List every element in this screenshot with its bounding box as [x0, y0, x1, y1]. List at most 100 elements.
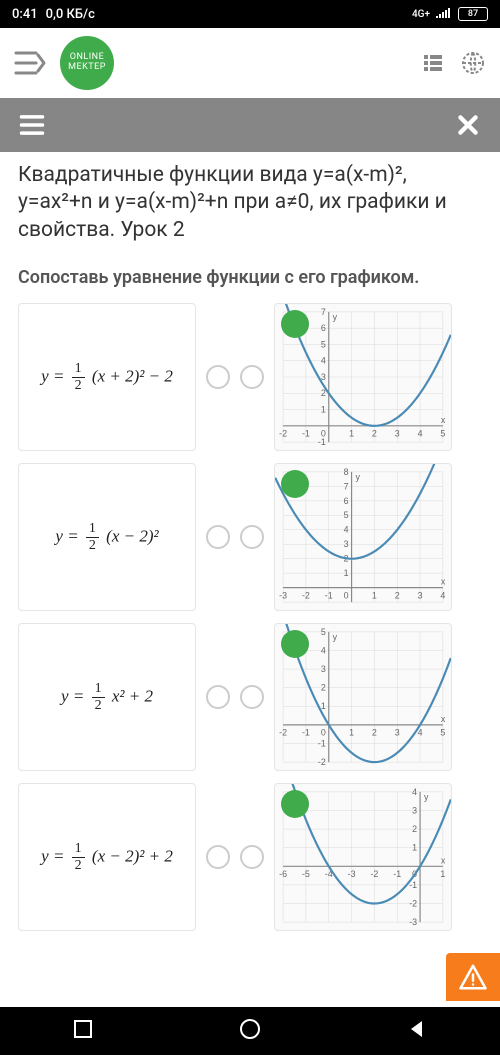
svg-text:-1: -1 [393, 869, 401, 879]
svg-text:5: 5 [321, 627, 326, 637]
svg-text:1: 1 [321, 405, 326, 415]
match-radio-right[interactable] [240, 685, 264, 709]
logo-line2: MEKTEP [68, 63, 106, 73]
svg-text:7: 7 [344, 482, 349, 492]
equation-card-3[interactable]: y = 12 x² + 2 [18, 623, 196, 771]
close-icon[interactable] [450, 107, 486, 143]
svg-text:-2: -2 [279, 728, 287, 738]
svg-text:2: 2 [412, 824, 417, 834]
svg-text:1: 1 [412, 843, 417, 853]
svg-text:5: 5 [321, 340, 326, 350]
svg-text:-1: -1 [302, 728, 310, 738]
match-radio-right[interactable] [240, 365, 264, 389]
svg-text:0: 0 [344, 591, 349, 601]
svg-text:8: 8 [344, 467, 349, 477]
android-nav-bar [0, 1007, 500, 1055]
match-row: y = 12 (x + 2)² − 2 xy-2-112345-11234567… [18, 303, 482, 451]
menu-toggle-icon[interactable] [14, 49, 46, 77]
equation-card-1[interactable]: y = 12 (x + 2)² − 2 [18, 303, 196, 451]
svg-text:3: 3 [418, 591, 423, 601]
svg-text:-3: -3 [409, 917, 417, 927]
globe-icon[interactable] [460, 50, 486, 76]
match-row: y = 12 (x − 2)² + 2 xy-6-5-4-3-2-11-3-2-… [18, 783, 482, 931]
svg-text:-2: -2 [279, 429, 287, 439]
svg-text:3: 3 [395, 429, 400, 439]
nav-back-icon[interactable] [407, 1019, 427, 1043]
svg-text:1: 1 [321, 702, 326, 712]
svg-text:x: x [441, 856, 446, 866]
svg-text:1: 1 [349, 429, 354, 439]
svg-text:4: 4 [440, 591, 445, 601]
equation-card-2[interactable]: y = 12 (x − 2)² [18, 463, 196, 611]
hamburger-icon[interactable] [14, 107, 50, 143]
graph-card-2[interactable]: xy-3-2-11234123456780 [274, 463, 452, 611]
top-nav: ONLINE MEKTEP [0, 28, 500, 98]
svg-text:-5: -5 [302, 869, 310, 879]
graph-card-4[interactable]: xy-6-5-4-3-2-11-3-2-112340 [274, 783, 452, 931]
svg-text:3: 3 [321, 664, 326, 674]
svg-text:-2: -2 [302, 591, 310, 601]
svg-text:3: 3 [395, 728, 400, 738]
match-radio-left[interactable] [206, 525, 230, 549]
nav-home-icon[interactable] [239, 1018, 261, 1044]
match-radio-right[interactable] [240, 845, 264, 869]
match-radio-left[interactable] [206, 365, 230, 389]
svg-text:x: x [441, 577, 446, 587]
svg-text:-6: -6 [279, 869, 287, 879]
lesson-title: Квадратичные функции вида y=a(x-m)², y=a… [18, 162, 482, 244]
graph-card-1[interactable]: xy-2-112345-112345670 [274, 303, 452, 451]
svg-text:6: 6 [321, 323, 326, 333]
svg-text:0: 0 [321, 728, 326, 738]
warning-button[interactable] [446, 953, 500, 1001]
svg-text:5: 5 [344, 511, 349, 521]
svg-text:-3: -3 [279, 591, 287, 601]
svg-text:4: 4 [412, 787, 417, 797]
svg-text:-2: -2 [409, 899, 417, 909]
svg-text:-1: -1 [302, 429, 310, 439]
status-data-rate: 0,0 КБ/с [46, 7, 95, 22]
svg-text:4: 4 [344, 525, 349, 535]
list-icon[interactable] [420, 50, 446, 76]
svg-text:2: 2 [372, 728, 377, 738]
match-radio-right[interactable] [240, 525, 264, 549]
equation-card-4[interactable]: y = 12 (x − 2)² + 2 [18, 783, 196, 931]
svg-text:5: 5 [440, 429, 445, 439]
signal-icon [436, 6, 452, 22]
svg-text:y: y [424, 792, 429, 802]
svg-text:1: 1 [344, 568, 349, 578]
svg-text:-2: -2 [370, 869, 378, 879]
svg-text:0: 0 [321, 429, 326, 439]
svg-text:1: 1 [372, 591, 377, 601]
lesson-content: Квадратичные функции вида y=a(x-m)², y=a… [0, 152, 500, 953]
svg-text:x: x [441, 415, 446, 425]
task-subtitle: Сопоставь уравнение функции с его график… [18, 266, 482, 289]
status-net: 4G+ [412, 9, 430, 20]
graph-card-3[interactable]: xy-2-112345-2-1123450 [274, 623, 452, 771]
svg-text:7: 7 [321, 307, 326, 317]
svg-text:-3: -3 [348, 869, 356, 879]
svg-text:5: 5 [440, 728, 445, 738]
svg-text:x: x [441, 714, 446, 724]
status-bar: 0:41 0,0 КБ/с 4G+ 87 [0, 0, 500, 28]
svg-text:6: 6 [344, 496, 349, 506]
svg-text:3: 3 [344, 539, 349, 549]
svg-text:y: y [333, 312, 338, 322]
svg-text:-1: -1 [325, 591, 333, 601]
svg-text:2: 2 [321, 683, 326, 693]
svg-text:-2: -2 [318, 757, 326, 767]
match-radio-left[interactable] [206, 845, 230, 869]
match-row: y = 12 x² + 2 xy-2-112345-2-1123450 [18, 623, 482, 771]
match-row: y = 12 (x − 2)² xy-3-2-11234123456780 [18, 463, 482, 611]
lesson-toolbar [0, 98, 500, 152]
svg-text:2: 2 [395, 591, 400, 601]
svg-text:4: 4 [321, 356, 326, 366]
match-radio-left[interactable] [206, 685, 230, 709]
svg-text:1: 1 [440, 869, 445, 879]
logo[interactable]: ONLINE MEKTEP [60, 36, 114, 90]
nav-recent-icon[interactable] [73, 1019, 93, 1043]
battery-icon: 87 [458, 7, 488, 21]
svg-text:4: 4 [418, 429, 423, 439]
svg-text:-1: -1 [318, 739, 326, 749]
svg-text:2: 2 [372, 429, 377, 439]
svg-text:1: 1 [349, 728, 354, 738]
